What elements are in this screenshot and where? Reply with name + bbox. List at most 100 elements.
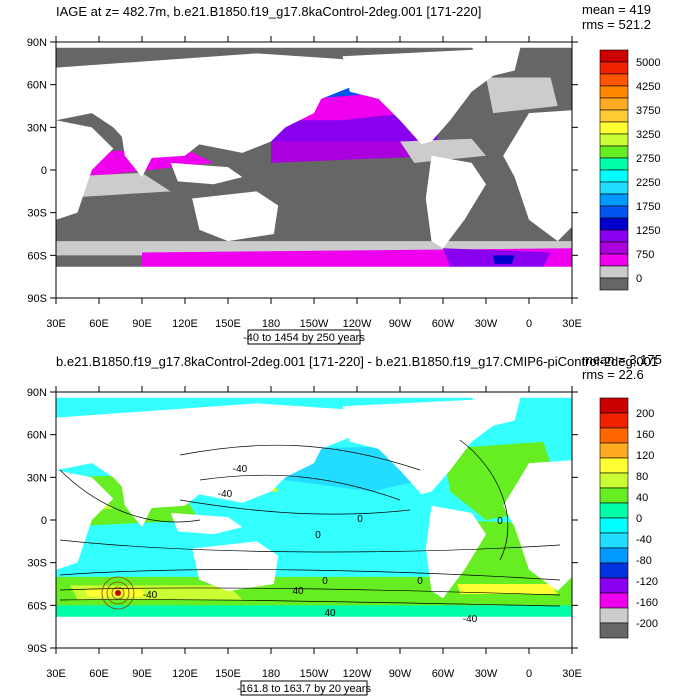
top-lon-label: 150E — [215, 318, 241, 330]
contour-label: 0 — [357, 514, 363, 525]
contour-lines — [59, 439, 561, 607]
hotspot-marker — [115, 590, 121, 596]
bottom-colorbar-label: -160 — [636, 597, 658, 609]
bottom-colorbar-label: -40 — [636, 534, 652, 546]
top-lon-label: 180 — [262, 318, 280, 330]
top-lat-label: 30N — [27, 122, 47, 134]
contour-label: 0 — [322, 576, 328, 587]
top-lat-label: 0 — [41, 165, 47, 177]
top-lat-label: 90S — [27, 293, 47, 305]
top-lon-label: 90W — [389, 318, 412, 330]
bottom-colorbar-label: -200 — [636, 618, 658, 630]
top-colorbar-label: 4250 — [636, 81, 660, 93]
bottom-lon-label: 60W — [432, 668, 455, 680]
top-colorbar-swatch — [599, 73, 629, 87]
hotspot-contours — [101, 576, 135, 610]
bottom-map-panel: b.e21.B1850.f19_g17.8kaControl-2deg.001 … — [27, 352, 662, 696]
bottom-colorbar-swatch — [599, 487, 629, 504]
bottom-lat-label: 90S — [27, 643, 47, 655]
top-colorbar-swatch — [599, 169, 629, 183]
bottom-lon-label: 150E — [215, 668, 241, 680]
bottom-lon-label: 30E — [46, 668, 66, 680]
top-mean: mean = 419 — [582, 2, 651, 17]
top-colorbar-swatch — [599, 145, 629, 159]
bottom-range: -161.8 to 163.7 by 20 years — [237, 683, 371, 695]
bottom-lon-label: 120E — [172, 668, 198, 680]
bottom-lat-label: 90N — [27, 387, 47, 399]
contour-label: -40 — [233, 464, 248, 475]
top-map-field — [56, 42, 572, 298]
bottom-colorbar-label: 120 — [636, 450, 654, 462]
bottom-colorbar-swatch — [599, 502, 629, 519]
top-lon-label: 30E — [46, 318, 66, 330]
contour-label: -40 — [463, 614, 478, 625]
bottom-colorbar-swatch — [599, 547, 629, 564]
bottom-lat-label: 30N — [27, 472, 47, 484]
top-lon-label: 30W — [475, 318, 498, 330]
bottom-colorbar-swatch — [599, 472, 629, 489]
top-colorbar-label: 2250 — [636, 177, 660, 189]
bottom-lat-label: 60N — [27, 430, 47, 442]
top-lon-label: 60W — [432, 318, 455, 330]
top-colorbar-swatch — [599, 97, 629, 111]
bottom-colorbar-swatch — [599, 622, 629, 639]
bottom-colorbar-swatch — [599, 457, 629, 474]
bottom-lon-label: 0 — [526, 668, 532, 680]
top-lat-label: 90N — [27, 37, 47, 49]
bottom-lat-label: 0 — [41, 515, 47, 527]
top-colorbar-label: 3250 — [636, 129, 660, 141]
contour-label: -40 — [143, 590, 158, 601]
top-colorbar-swatch — [599, 109, 629, 123]
bottom-lon-label: 120W — [343, 668, 372, 680]
top-colorbar-swatch — [599, 85, 629, 99]
contour-label: 0 — [417, 576, 423, 587]
bottom-lon-label: 180 — [262, 668, 280, 680]
bottom-lon-label: 30W — [475, 668, 498, 680]
top-colorbar-swatch — [599, 205, 629, 219]
top-colorbar-swatch — [599, 193, 629, 207]
top-lat-label: 60N — [27, 80, 47, 92]
bottom-mean: mean = 3.175 — [582, 352, 662, 367]
bottom-colorbar-swatch — [599, 412, 629, 429]
bottom-title: b.e21.B1850.f19_g17.8kaControl-2deg.001 … — [56, 354, 658, 369]
bottom-lon-label: 90E — [132, 668, 152, 680]
bottom-colorbar-label: -120 — [636, 576, 658, 588]
top-colorbar-swatch — [599, 181, 629, 195]
bottom-colorbar-swatch — [599, 532, 629, 549]
bottom-lon-label: 90W — [389, 668, 412, 680]
bottom-lon-label: 150W — [300, 668, 329, 680]
top-colorbar-label: 0 — [636, 273, 642, 285]
bottom-colorbar-label: -80 — [636, 555, 652, 567]
contour-label: 0 — [497, 516, 503, 527]
contour-label: 40 — [292, 586, 304, 597]
bottom-colorbar-label: 0 — [636, 513, 642, 525]
top-colorbar-swatch — [599, 61, 629, 75]
top-colorbar-swatch — [599, 253, 629, 267]
top-lon-label: 120E — [172, 318, 198, 330]
top-colorbar-label: 1750 — [636, 201, 660, 213]
bottom-map-field: -40 -40 0 0 0 0 0 40 40 -40 -40 — [56, 392, 572, 648]
top-colorbar-swatch — [599, 49, 629, 63]
top-colorbar-swatch — [599, 229, 629, 243]
bottom-colorbar-swatch — [599, 427, 629, 444]
top-rms: rms = 521.2 — [582, 17, 651, 32]
contour-label: 0 — [315, 530, 321, 541]
top-title: IAGE at z= 482.7m, b.e21.B1850.f19_g17.8… — [56, 4, 481, 19]
bottom-colorbar: 200 160 120 80 40 0 -40 -80 -120 -160 -200 — [599, 397, 658, 639]
bottom-rms: rms = 22.6 — [582, 367, 644, 382]
bottom-lat-label: 60S — [27, 600, 47, 612]
top-lon-label: 0 — [526, 318, 532, 330]
top-colorbar-swatch — [599, 265, 629, 279]
top-colorbar: 5000 4250 3750 3250 2750 2250 1750 1250 750 0 — [599, 49, 660, 291]
top-colorbar-swatch — [599, 217, 629, 231]
bottom-colorbar-swatch — [599, 562, 629, 579]
top-colorbar-swatch — [599, 133, 629, 147]
top-range: -40 to 1454 by 250 years — [243, 332, 365, 344]
bottom-colorbar-label: 200 — [636, 408, 654, 420]
top-lon-label: 60E — [89, 318, 109, 330]
top-colorbar-label: 5000 — [636, 57, 660, 69]
top-lat-label: 60S — [27, 250, 47, 262]
bottom-colorbar-swatch — [599, 592, 629, 609]
top-map-panel: IAGE at z= 482.7m, b.e21.B1850.f19_g17.8… — [27, 2, 660, 345]
